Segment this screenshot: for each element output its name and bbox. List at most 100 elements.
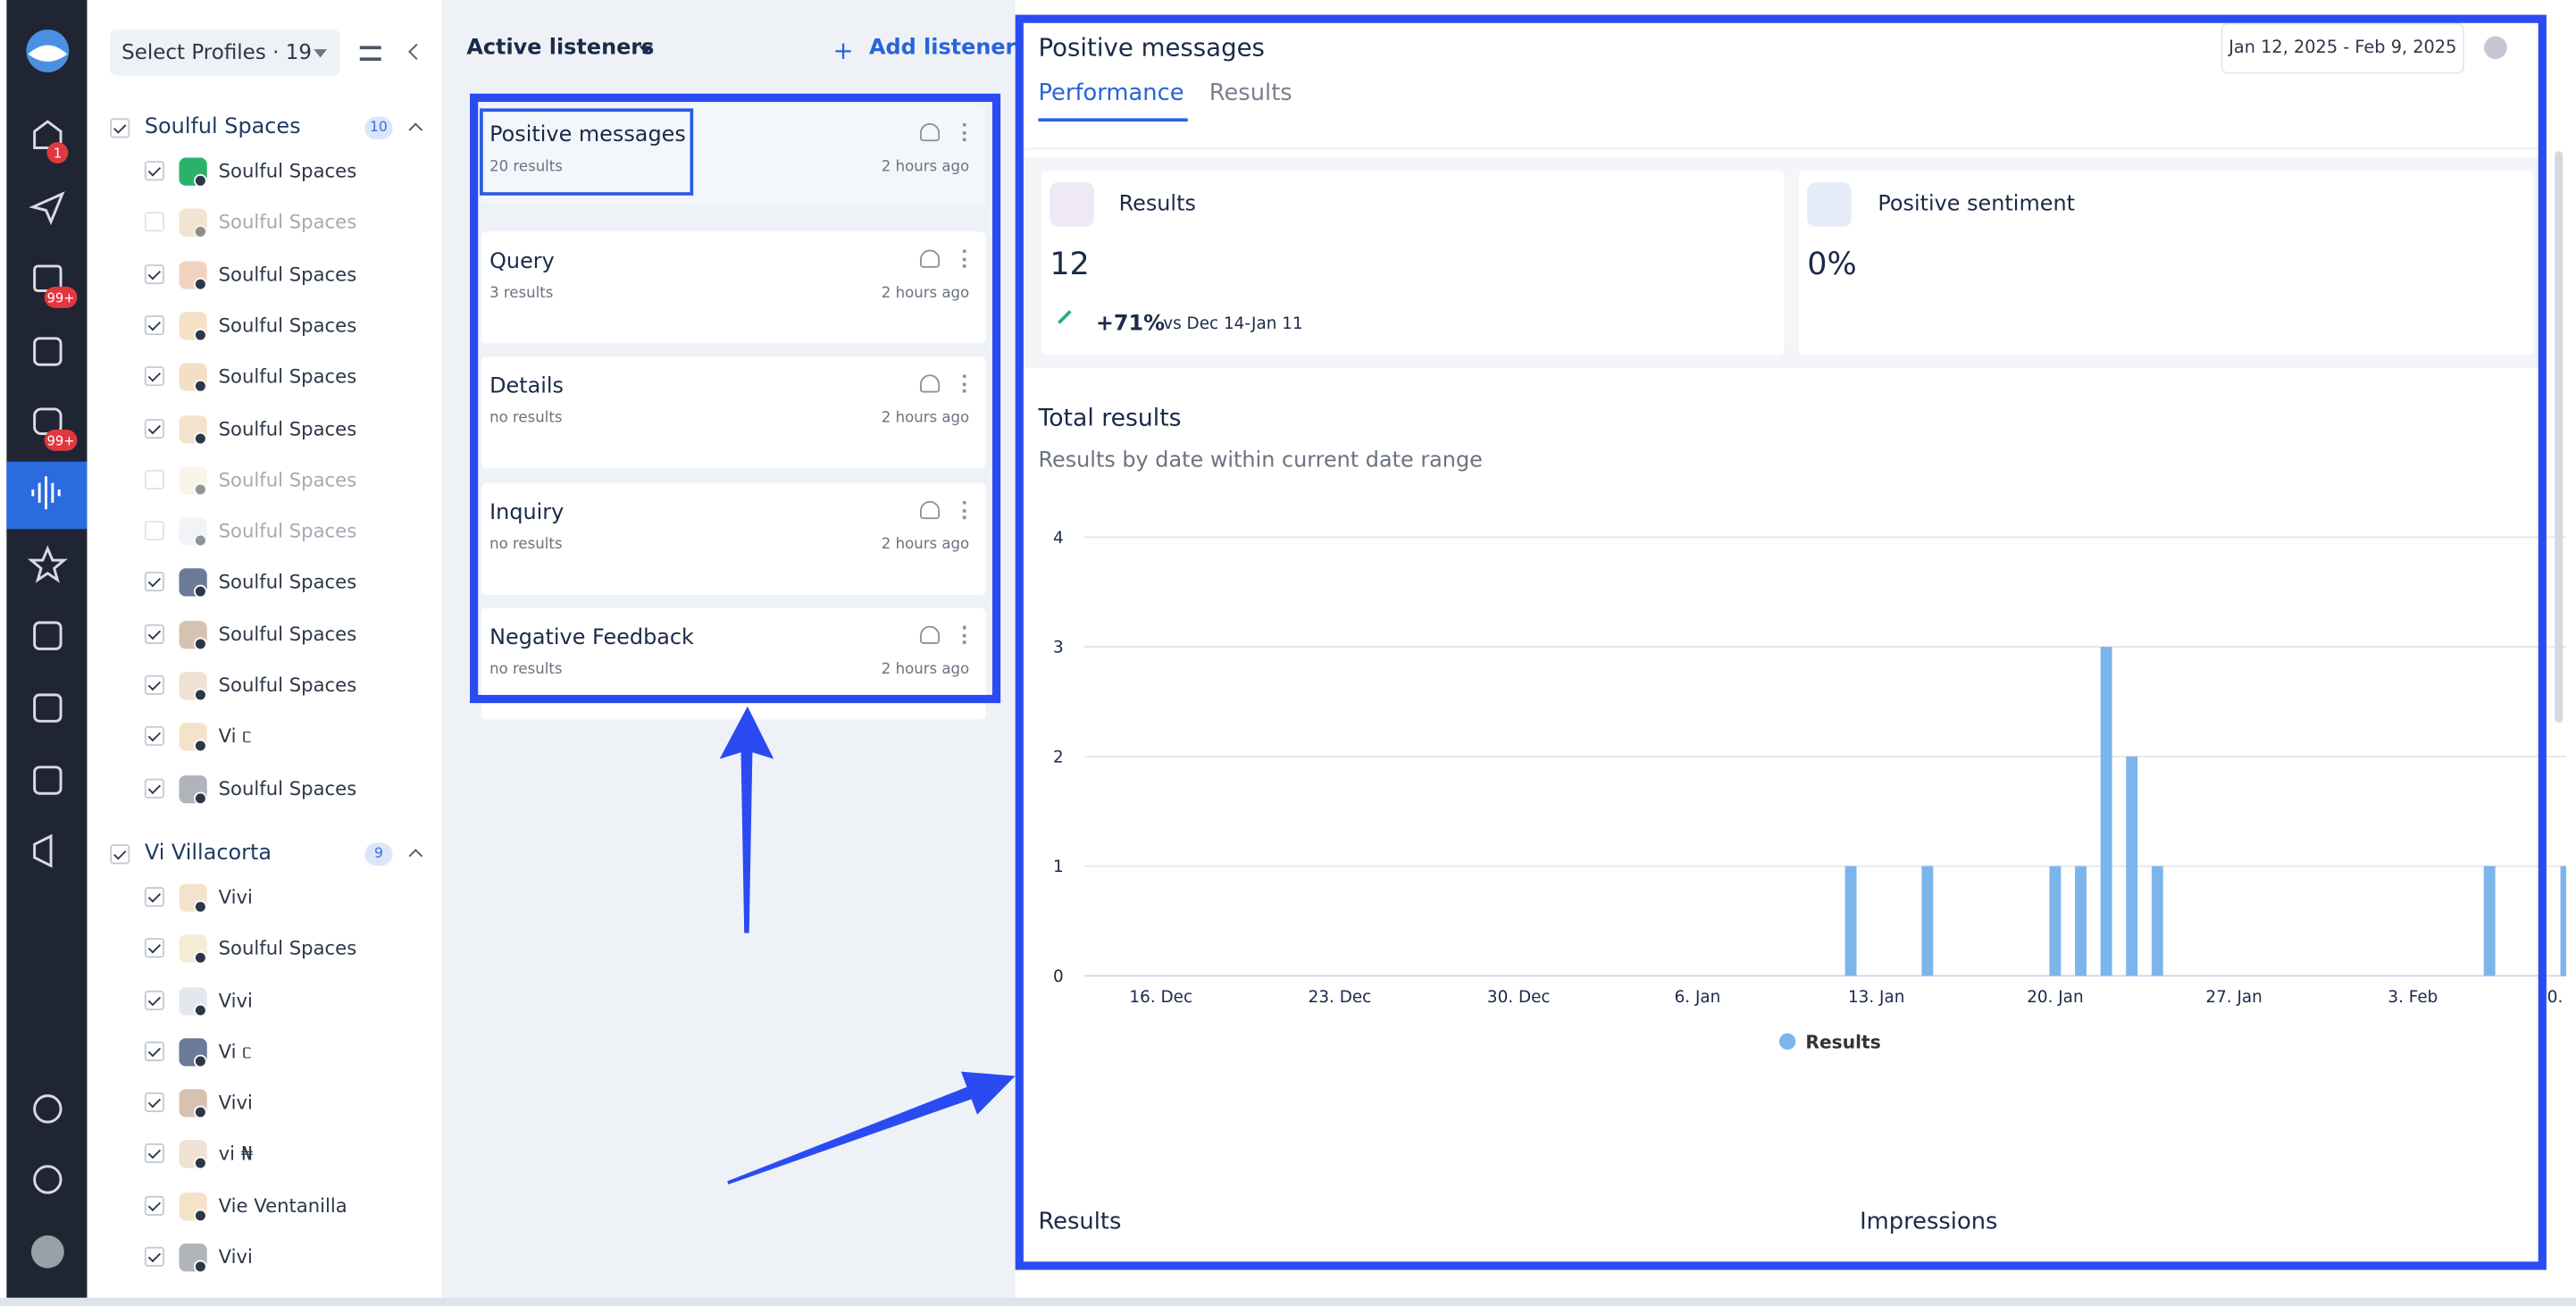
platform-badge xyxy=(194,1054,207,1067)
megaphone-icon[interactable] xyxy=(33,833,53,868)
analytics-icon[interactable] xyxy=(33,693,63,723)
bottom-strip xyxy=(0,1297,2576,1306)
checkbox[interactable] xyxy=(144,1093,164,1113)
profile-name: Soulful Spaces xyxy=(218,364,357,389)
checkbox[interactable] xyxy=(144,624,164,644)
checkmark xyxy=(147,1146,162,1159)
checkbox[interactable] xyxy=(144,314,164,335)
date-range[interactable]: Jan 12, 2025 - Feb 9, 2025 xyxy=(2221,22,2464,74)
select-label: Select Profiles · 19 xyxy=(121,39,313,64)
tasks-icon[interactable] xyxy=(33,621,63,650)
checkbox[interactable] xyxy=(144,777,164,799)
checkmark xyxy=(147,1095,162,1109)
more-icon[interactable] xyxy=(962,374,966,393)
listening-icon[interactable] xyxy=(31,476,61,510)
listener-card[interactable]: Details no results 2 hours ago xyxy=(481,356,986,469)
checkbox[interactable] xyxy=(144,366,164,387)
info-icon[interactable] xyxy=(2484,36,2507,60)
checkbox[interactable] xyxy=(144,1195,164,1216)
checkmark xyxy=(147,889,162,903)
add-icon[interactable] xyxy=(33,1094,63,1124)
share-icon[interactable] xyxy=(920,248,941,268)
profile-name: Soulful Spaces xyxy=(218,776,357,800)
more-icon[interactable] xyxy=(962,248,966,268)
user-avatar[interactable] xyxy=(30,1235,64,1268)
checkbox[interactable] xyxy=(144,1041,164,1061)
checkbox[interactable] xyxy=(144,264,164,284)
platform-badge xyxy=(194,380,207,393)
platform-badge xyxy=(194,173,207,188)
listener-time: 2 hours ago xyxy=(881,536,970,554)
checkbox[interactable] xyxy=(144,1143,164,1164)
star-icon[interactable] xyxy=(27,545,68,583)
profile-select[interactable]: Select Profiles · 19 xyxy=(110,29,340,76)
platform-badge xyxy=(194,740,207,753)
profile-name: Vie Ventanilla xyxy=(218,1193,347,1218)
add-plus[interactable]: + xyxy=(832,36,854,66)
checkbox[interactable] xyxy=(144,1246,164,1267)
checkmark xyxy=(147,992,162,1006)
checkbox[interactable] xyxy=(144,886,164,907)
checkbox[interactable] xyxy=(144,212,164,232)
checkbox[interactable] xyxy=(144,989,164,1010)
y-tick-label: 4 xyxy=(1053,529,1064,548)
send-icon[interactable] xyxy=(29,191,65,226)
platform-badge xyxy=(194,482,207,497)
profile-name: Soulful Spaces xyxy=(218,936,357,960)
checkbox[interactable] xyxy=(144,418,164,439)
header-caret xyxy=(639,46,653,54)
share-icon[interactable] xyxy=(920,500,941,519)
tab[interactable]: Results xyxy=(1209,80,1292,107)
platform-badge xyxy=(194,900,207,914)
badge xyxy=(44,286,78,308)
profile-name: Soulful Spaces xyxy=(218,314,357,337)
listener-name: Details xyxy=(489,374,565,400)
badge xyxy=(46,142,69,163)
checkmark xyxy=(147,626,162,640)
share-icon[interactable] xyxy=(920,374,941,393)
add-listener: Add listener xyxy=(868,36,1016,62)
platform-badge xyxy=(194,533,207,548)
share-icon[interactable] xyxy=(920,626,941,645)
listener-card[interactable]: Inquiry no results 2 hours ago xyxy=(481,482,986,595)
listener-name: Query xyxy=(489,248,555,274)
profile-name: Vi ᥴ xyxy=(218,724,252,749)
profile-name: Vivi xyxy=(218,885,253,908)
checkmark xyxy=(147,163,162,177)
checkmark xyxy=(147,1043,162,1057)
layout-icon[interactable] xyxy=(33,766,63,795)
listener-results: 20 results xyxy=(489,159,563,176)
bar xyxy=(1844,866,1857,976)
metric-icon xyxy=(1050,182,1094,227)
checkbox[interactable] xyxy=(144,674,164,695)
checkbox[interactable] xyxy=(110,118,130,138)
share-icon[interactable] xyxy=(920,122,941,142)
platform-badge xyxy=(194,791,207,805)
more-icon[interactable] xyxy=(962,626,966,645)
metric-icon xyxy=(1807,182,1852,227)
more-icon[interactable] xyxy=(962,122,966,142)
more-icon[interactable] xyxy=(962,500,966,519)
filter-icon[interactable] xyxy=(359,46,381,62)
profile-name: vi ₦ xyxy=(218,1142,254,1166)
checkbox[interactable] xyxy=(144,726,164,747)
checkmark xyxy=(147,941,162,954)
checkbox[interactable] xyxy=(144,938,164,959)
listener-card[interactable]: Positive messages 20 results 2 hours ago xyxy=(481,105,986,205)
bar xyxy=(2100,647,2112,976)
checkbox[interactable] xyxy=(144,572,164,592)
checkbox[interactable] xyxy=(144,161,164,181)
listener-card[interactable]: Query 3 results 2 hours ago xyxy=(481,230,986,343)
tab[interactable]: Performance xyxy=(1038,80,1184,107)
profile-name: Soulful Spaces xyxy=(218,622,357,646)
platform-badge xyxy=(194,1260,207,1274)
checkbox[interactable] xyxy=(144,469,164,490)
profile-name: Vivi xyxy=(218,1091,253,1115)
badge-count: 1 xyxy=(54,147,62,162)
checkbox[interactable] xyxy=(110,844,130,865)
checkbox[interactable] xyxy=(144,521,164,541)
legend-label: Results xyxy=(1805,1031,1880,1052)
checkmark xyxy=(147,1198,162,1211)
help-icon[interactable] xyxy=(33,1165,63,1194)
media-icon[interactable] xyxy=(33,337,63,366)
